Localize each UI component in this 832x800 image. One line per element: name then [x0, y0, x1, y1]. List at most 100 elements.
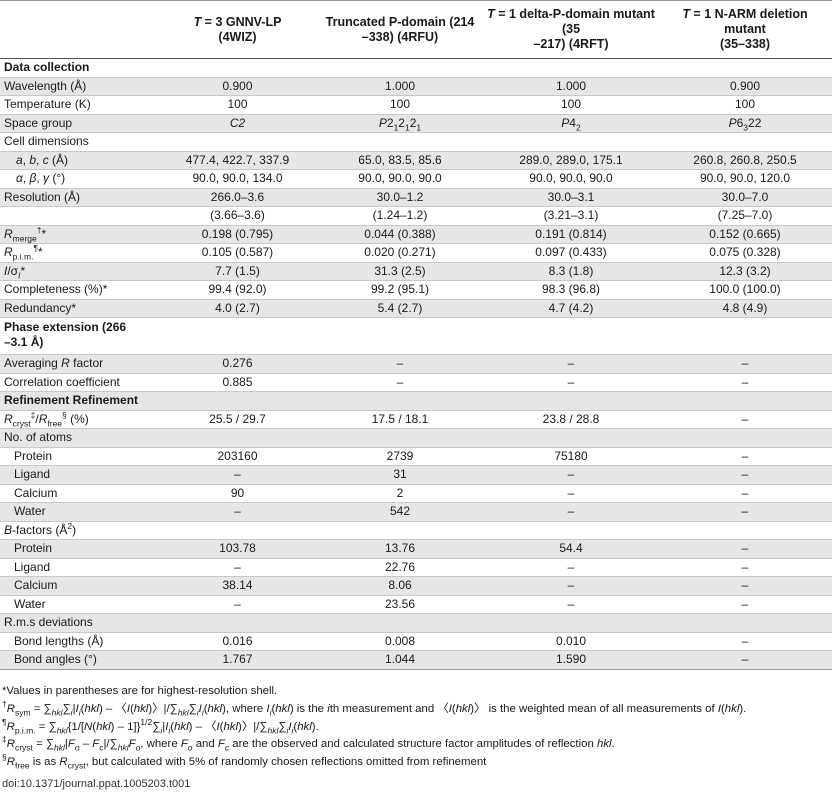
cell: (1.24–1.2)	[316, 206, 484, 226]
table-row: α, β, γ (°) 90.0, 90.0, 134.0 90.0, 90.0…	[0, 169, 832, 189]
cell: 4.8 (4.9)	[658, 299, 832, 318]
table-row: Calcium 90 2 – –	[0, 484, 832, 503]
table-row: Completeness (%)* 99.4 (92.0) 99.2 (95.1…	[0, 280, 832, 300]
header-col-4: T = 1 N-ARM deletion mutant (35–338)	[658, 0, 832, 59]
cell: –	[484, 354, 658, 374]
table-row: Phase extension (266 –3.1 Å)	[0, 317, 832, 355]
cell: –	[658, 410, 832, 429]
section-data-collection: Data collection	[0, 58, 159, 78]
cell: –	[316, 373, 484, 392]
cell: (3.21–3.1)	[484, 206, 658, 226]
cell: 1.044	[316, 650, 484, 670]
table-row: Protein 103.78 13.76 54.4 –	[0, 539, 832, 559]
footnote-ddagger: ‡Rcryst = ∑hkl|Fo – Fc|/∑hklFo, where Fo…	[2, 734, 615, 753]
footnote-star: *Values in parentheses are for highest-r…	[2, 685, 278, 697]
footnote-section: §Rfree is as Rcryst, but calculated with…	[2, 752, 487, 771]
cell: 0.016	[159, 632, 316, 651]
cell: –	[658, 373, 832, 392]
cell: –	[484, 373, 658, 392]
cell: 0.097 (0.433)	[484, 243, 658, 263]
cell: –	[658, 539, 832, 559]
cell: –	[159, 465, 316, 485]
cell: P212121	[316, 114, 484, 133]
cell: 0.075 (0.328)	[658, 243, 832, 263]
table-row: Ligand – 31 – –	[0, 465, 832, 485]
cell: –	[484, 576, 658, 596]
cell: –	[484, 484, 658, 503]
cell: 477.4, 422.7, 337.9	[159, 151, 316, 170]
table-row: Water – 542 – –	[0, 502, 832, 522]
cell: –	[484, 558, 658, 577]
row-label: No. of atoms	[0, 428, 159, 448]
cell: –	[658, 558, 832, 577]
table-row: Wavelength (Å) 0.900 1.000 1.000 0.900	[0, 77, 832, 96]
cell: 12.3 (3.2)	[658, 262, 832, 281]
table-row: Bond angles (°) 1.767 1.044 1.590 –	[0, 650, 832, 670]
row-label: I/σI*	[0, 262, 159, 281]
cell: 90	[159, 484, 316, 503]
footnote-pilcrow: ¶Rp.i.m. = ∑hkl{1/[N(hkl) – 1]}1/2∑i|Ii(…	[2, 716, 319, 735]
header-col-1: T = 3 GNNV-LP (4WIZ)	[159, 0, 316, 59]
row-label: Wavelength (Å)	[0, 77, 159, 96]
cell: 2739	[316, 447, 484, 466]
cell: 1.590	[484, 650, 658, 670]
row-label: α, β, γ (°)	[0, 169, 159, 189]
cell: 25.5 / 29.7	[159, 410, 316, 429]
table-row: Ligand – 22.76 – –	[0, 558, 832, 577]
cell: 0.020 (0.271)	[316, 243, 484, 263]
cell: –	[484, 465, 658, 485]
cell: –	[484, 595, 658, 614]
cell: –	[159, 502, 316, 522]
cell: 31.3 (2.5)	[316, 262, 484, 281]
row-label: Cell dimensions	[0, 132, 159, 152]
cell: 8.06	[316, 576, 484, 596]
cell: 99.2 (95.1)	[316, 280, 484, 300]
header-blank	[0, 0, 159, 59]
footnotes: *Values in parentheses are for highest-r…	[2, 683, 830, 772]
cell: (7.25–7.0)	[658, 206, 832, 226]
row-label: Ligand	[0, 465, 159, 485]
doi-link[interactable]: doi:10.1371/journal.ppat.1005203.t001	[2, 778, 191, 790]
table-row: Correlation coefficient 0.885 – – –	[0, 373, 832, 392]
table-row: Rp.i.m.¶* 0.105 (0.587) 0.020 (0.271) 0.…	[0, 243, 832, 263]
table-row: Cell dimensions	[0, 132, 832, 152]
cell: –	[658, 650, 832, 670]
cell: 7.7 (1.5)	[159, 262, 316, 281]
cell: 266.0–3.6	[159, 188, 316, 207]
header-col-3: T = 1 delta-P-domain mutant (35 –217) (4R…	[484, 0, 658, 59]
cell: –	[658, 632, 832, 651]
row-label: Calcium	[0, 484, 159, 503]
cell: 98.3 (96.8)	[484, 280, 658, 300]
cell: 2	[316, 484, 484, 503]
cell: 260.8, 260.8, 250.5	[658, 151, 832, 170]
cell: 0.152 (0.665)	[658, 225, 832, 244]
row-label: Water	[0, 502, 159, 522]
table-row: No. of atoms	[0, 428, 832, 448]
cell: 30.0–3.1	[484, 188, 658, 207]
crystallography-table: T = 3 GNNV-LP (4WIZ) Truncated P-domain (…	[0, 0, 832, 670]
cell: 103.78	[159, 539, 316, 559]
cell: –	[658, 354, 832, 374]
cell: 17.5 / 18.1	[316, 410, 484, 429]
table-header: T = 3 GNNV-LP (4WIZ) Truncated P-domain (…	[0, 0, 832, 59]
cell: 54.4	[484, 539, 658, 559]
row-label: Temperature (K)	[0, 95, 159, 115]
table-row: Temperature (K) 100 100 100 100	[0, 95, 832, 115]
cell: 1.767	[159, 650, 316, 670]
row-label: Water	[0, 595, 159, 614]
row-label: R.m.s deviations	[0, 613, 159, 633]
cell: 65.0, 83.5, 85.6	[316, 151, 484, 170]
cell: 542	[316, 502, 484, 522]
row-label: Protein	[0, 539, 159, 559]
cell: 0.900	[658, 77, 832, 96]
cell: 38.14	[159, 576, 316, 596]
row-label: Space group	[0, 114, 159, 133]
table-row: a, b, c (Å) 477.4, 422.7, 337.9 65.0, 83…	[0, 151, 832, 170]
footnote-dagger: †Rsym = ∑hkl∑i|Ii(hkl) – 〈I(hkl)〉|/∑hkl∑…	[2, 699, 747, 718]
cell: 203160	[159, 447, 316, 466]
cell: 100	[484, 95, 658, 115]
cell: –	[658, 502, 832, 522]
cell: –	[658, 595, 832, 614]
cell: 23.8 / 28.8	[484, 410, 658, 429]
row-label: Bond angles (°)	[0, 650, 159, 670]
